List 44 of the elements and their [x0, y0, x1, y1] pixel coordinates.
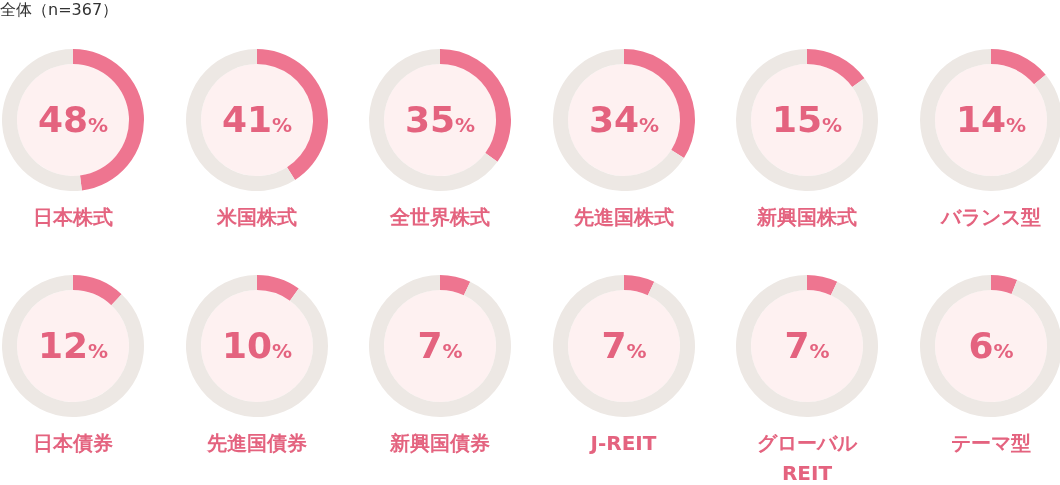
text: J-REIT: [590, 430, 657, 457]
donut-slice: [369, 49, 498, 191]
text: 全世界株式: [390, 204, 490, 231]
text: 全体（n=367）: [0, 0, 119, 21]
donut-slice: [256, 275, 299, 301]
text: バランス型: [940, 204, 1041, 231]
donut-slice: [807, 49, 865, 88]
data-label: 12%: [37, 325, 109, 366]
donut-slice: [807, 275, 838, 296]
data-label: 7%: [417, 325, 463, 366]
donut-slice: [736, 275, 878, 417]
data-label: 7%: [784, 325, 830, 366]
data-label: 41%: [221, 99, 292, 140]
data-label: 35%: [404, 99, 476, 140]
donut-slice: [919, 49, 1060, 191]
data-label: 7%: [600, 325, 647, 366]
text: 米国株式: [216, 204, 297, 231]
donut-slice: [736, 49, 878, 191]
donut-slice: [552, 275, 695, 417]
donut-slice: [369, 275, 511, 417]
text: 先進国債券: [206, 430, 307, 457]
donut-slice: [990, 275, 1017, 294]
text: 日本債券: [33, 430, 113, 457]
donut-slice: [185, 49, 295, 191]
text: 新興国株式: [757, 204, 857, 231]
donut-slice: [440, 275, 471, 296]
text: グローバルREIT: [756, 430, 859, 485]
text: テーマ型: [950, 430, 1031, 457]
data-label: 10%: [221, 325, 292, 366]
data-label: 14%: [955, 99, 1026, 140]
donut-slice: [73, 275, 122, 306]
donut-slice: [185, 275, 328, 417]
data-label: 15%: [771, 99, 843, 140]
donut-slice: [2, 275, 144, 417]
text: 新興国債券: [390, 430, 490, 457]
text: 先進国株式: [573, 204, 674, 231]
text: 日本株式: [33, 204, 113, 231]
donut-slice: [990, 49, 1046, 85]
donut-slice: [623, 275, 654, 296]
data-label: 48%: [37, 99, 109, 140]
donut-slice: [552, 49, 684, 191]
data-label: 34%: [588, 99, 659, 140]
donut-slice: [919, 275, 1060, 417]
data-label: 6%: [967, 325, 1014, 366]
